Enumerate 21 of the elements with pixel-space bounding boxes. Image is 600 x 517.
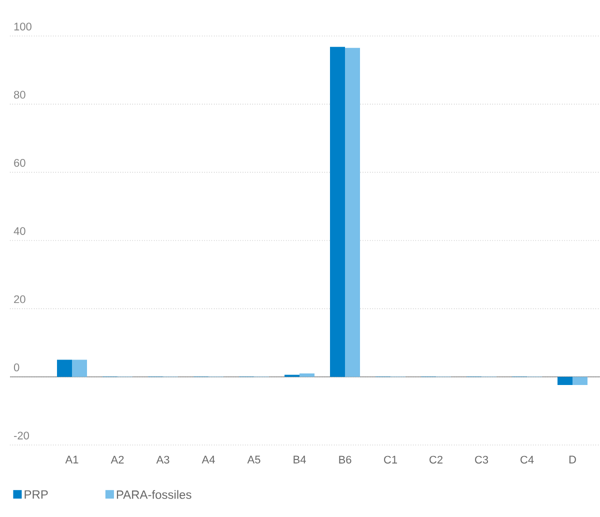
x-tick-label: A4 xyxy=(202,456,215,464)
y-tick-label: -20 xyxy=(14,432,29,440)
x-tick-label: B6 xyxy=(339,456,352,464)
y-tick-label: 20 xyxy=(14,295,26,304)
x-tick-label: A2 xyxy=(110,456,124,464)
y-tick-label: 80 xyxy=(14,90,26,99)
y-tick-label: 40 xyxy=(14,227,26,235)
x-tick-label: D xyxy=(569,456,576,464)
x-tick-label: C2 xyxy=(430,456,442,464)
x-tick-label: A1 xyxy=(65,456,78,464)
x-tick-label: A3 xyxy=(156,456,170,464)
x-tick-label: B4 xyxy=(294,456,306,464)
y-tick-label: 0 xyxy=(14,364,20,372)
y-tick-label: 100 xyxy=(14,22,32,30)
legend-label: PRP xyxy=(24,490,48,499)
x-tick-label: C4 xyxy=(520,456,534,464)
x-tick-label: C1 xyxy=(384,456,397,464)
x-tick-label: C3 xyxy=(475,456,488,464)
legend-label: PARA-fossiles xyxy=(116,490,192,499)
x-tick-label: A5 xyxy=(247,456,260,464)
y-tick-label: 60 xyxy=(14,159,26,167)
